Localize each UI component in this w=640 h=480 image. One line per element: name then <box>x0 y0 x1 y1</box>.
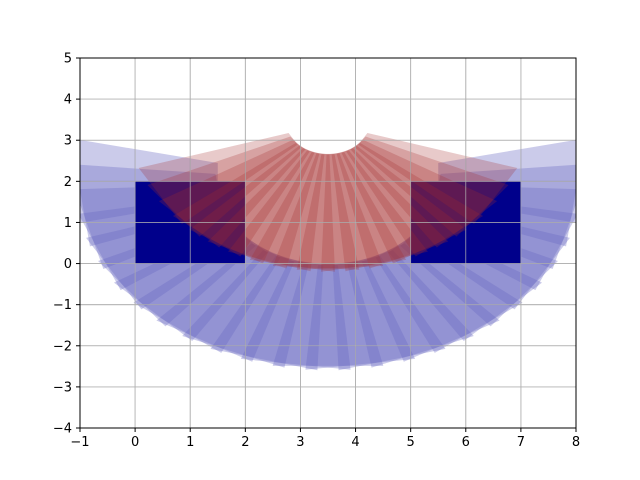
red-square <box>321 152 407 272</box>
blue-square <box>240 260 351 370</box>
x-tick-label: 6 <box>462 435 470 450</box>
x-tick-label: 7 <box>517 435 525 450</box>
y-tick-label: 4 <box>64 93 72 108</box>
red-square <box>147 136 302 237</box>
red-square <box>341 145 467 264</box>
red-square <box>207 148 320 269</box>
y-tick-label: 3 <box>64 134 72 149</box>
x-tick-label: 1 <box>186 435 194 450</box>
red-square <box>138 133 298 224</box>
x-tick-label: 3 <box>296 435 304 450</box>
blue-square <box>332 256 446 371</box>
red-square <box>249 152 335 272</box>
red-square <box>296 153 384 270</box>
y-tick-label: −3 <box>53 380 72 395</box>
red-square <box>272 153 360 270</box>
y-tick-label: 2 <box>64 175 72 190</box>
axes-layer: −1 0 1 2 3 4 5 6 7 8 −4 −3 −2 −1 0 1 2 3 4 5 <box>53 52 580 451</box>
red-square <box>336 148 449 269</box>
x-tick-label: 5 <box>407 435 415 450</box>
blue-square <box>133 235 281 353</box>
x-tick-label: 4 <box>351 435 359 450</box>
y-tick-label: −1 <box>53 298 72 313</box>
blue-square <box>305 260 416 370</box>
blue-square <box>375 235 523 353</box>
x-tick-label: 2 <box>241 435 249 450</box>
red-square <box>189 145 315 264</box>
x-tick-label: 8 <box>572 435 580 450</box>
red-square <box>172 143 310 257</box>
red-square <box>158 139 306 248</box>
x-tick-label: 0 <box>131 435 139 450</box>
y-tick-label: 5 <box>64 52 72 67</box>
red-square <box>350 139 498 248</box>
red-square <box>358 133 518 224</box>
y-tick-label: −4 <box>53 422 72 437</box>
red-square <box>354 136 509 237</box>
y-tick-label: −2 <box>53 339 72 354</box>
blue-square <box>156 243 295 362</box>
red-square <box>346 143 484 257</box>
marks-layer <box>80 58 576 428</box>
y-tick-label: 1 <box>64 216 72 231</box>
plot-frame <box>79 57 577 429</box>
blue-square <box>361 243 500 362</box>
x-tick-label: −1 <box>70 435 89 450</box>
blue-square <box>210 256 324 371</box>
y-tick-label: 0 <box>64 257 72 272</box>
